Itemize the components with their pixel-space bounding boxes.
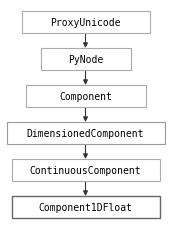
Text: DimensionedComponent: DimensionedComponent	[27, 128, 144, 138]
Text: ProxyUnicode: ProxyUnicode	[50, 18, 121, 28]
FancyArrowPatch shape	[84, 34, 87, 47]
FancyBboxPatch shape	[6, 122, 165, 144]
FancyBboxPatch shape	[22, 12, 149, 34]
FancyBboxPatch shape	[11, 196, 160, 218]
FancyArrowPatch shape	[84, 71, 87, 84]
FancyBboxPatch shape	[41, 49, 130, 71]
FancyArrowPatch shape	[84, 108, 87, 121]
Text: Component1DFloat: Component1DFloat	[38, 202, 133, 212]
Text: Component: Component	[59, 92, 112, 101]
FancyArrowPatch shape	[84, 144, 87, 158]
FancyArrowPatch shape	[84, 181, 87, 195]
Text: PyNode: PyNode	[68, 55, 103, 65]
Text: ContinuousComponent: ContinuousComponent	[30, 165, 141, 175]
FancyBboxPatch shape	[25, 86, 146, 108]
FancyBboxPatch shape	[11, 159, 160, 181]
